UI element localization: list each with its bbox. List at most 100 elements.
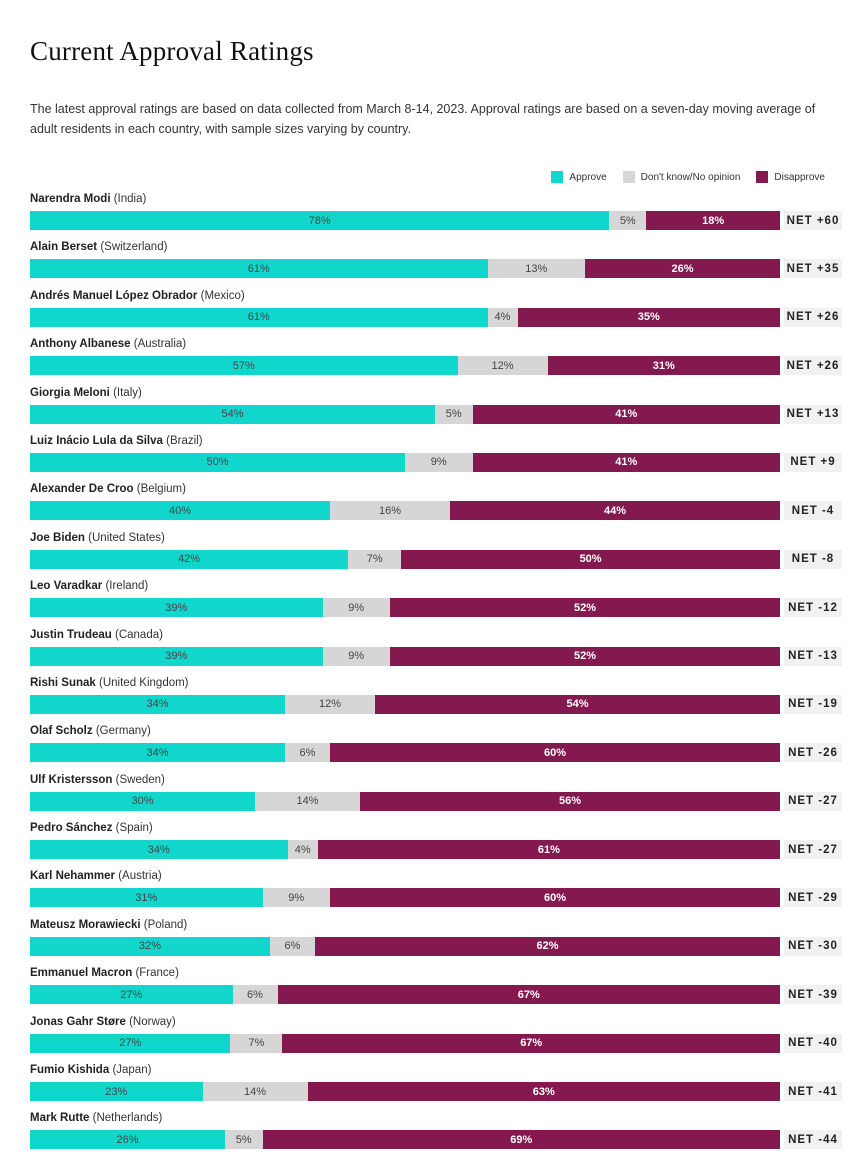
chart-rows: Narendra Modi (India) 78% 5% 18% NET +60 Alai… <box>0 191 863 1159</box>
disapprove-segment-label: 67% <box>517 988 540 1001</box>
leader-country: (Switzerland) <box>100 241 168 254</box>
stacked-bar: 34% 12% 54% <box>30 694 780 714</box>
row-label: Rishi Sunak (United Kingdom) <box>30 677 189 689</box>
row-label: Karl Nehammer (Austria) <box>30 870 162 882</box>
leader-name: Mateusz Morawiecki <box>30 918 141 931</box>
approve-segment-label: 27% <box>119 1037 142 1050</box>
leader-country: (Belgium) <box>136 483 186 496</box>
chart-title: Current Approval Ratings <box>30 36 314 66</box>
legend-label-approve: Approve <box>569 171 607 183</box>
disapprove-segment: 60% <box>330 743 780 763</box>
legend-item-disapprove: Disapprove <box>756 171 825 183</box>
leader-country: (Brazil) <box>166 434 203 447</box>
stacked-bar: 50% 9% 41% <box>30 452 780 472</box>
no-opinion-segment: 14% <box>255 791 360 811</box>
approve-segment-label: 34% <box>146 746 169 759</box>
stacked-bar: 78% 5% 18% <box>30 211 780 230</box>
net-badge: NET +26 <box>784 307 842 327</box>
disapprove-segment-label: 63% <box>532 1085 555 1098</box>
disapprove-segment-label: 41% <box>615 408 638 421</box>
leader-country: (Austria) <box>118 870 162 883</box>
net-badge: NET -26 <box>784 743 842 763</box>
leader-name: Anthony Albanese <box>30 338 131 351</box>
disapprove-segment: 69% <box>262 1130 780 1150</box>
leader-country: (Japan) <box>112 1064 152 1077</box>
approve-segment: 27% <box>30 985 233 1005</box>
net-badge: NET -4 <box>784 501 842 521</box>
disapprove-segment: 67% <box>277 985 780 1005</box>
disapprove-segment: 18% <box>646 211 780 230</box>
leader-country: (Norway) <box>129 1015 176 1028</box>
no-opinion-segment: 7% <box>348 549 402 569</box>
disapprove-segment: 60% <box>330 888 780 908</box>
chart-row: Karl Nehammer (Austria) 31% 9% 60% NET -29 <box>0 868 863 916</box>
disapprove-segment: 50% <box>401 549 780 569</box>
approve-segment-label: 34% <box>146 698 169 711</box>
leader-name: Fumio Kishida <box>30 1064 110 1077</box>
stacked-bar: 57% 12% 31% <box>30 356 780 376</box>
chart-row: Olaf Scholz (Germany) 34% 6% 60% NET -26 <box>0 723 863 771</box>
leader-country: (France) <box>135 967 179 980</box>
no-opinion-segment: 6% <box>270 936 315 956</box>
no-opinion-segment-label: 6% <box>247 988 263 1001</box>
disapprove-segment-label: 35% <box>637 311 660 324</box>
row-label: Narendra Modi (India) <box>30 193 146 205</box>
stacked-bar: 26% 5% 69% <box>30 1130 780 1150</box>
row-label: Luiz Inácio Lula da Silva (Brazil) <box>30 435 203 447</box>
disapprove-segment: 41% <box>472 452 780 472</box>
net-badge: NET -44 <box>784 1130 842 1150</box>
disapprove-segment: 35% <box>517 307 780 327</box>
leader-name: Alexander De Croo <box>30 483 134 496</box>
no-opinion-segment: 13% <box>487 259 585 279</box>
chart-row: Joe Biden (United States) 42% 7% 50% NET -8 <box>0 530 863 578</box>
chart-row: Emmanuel Macron (France) 27% 6% 67% NET -39 <box>0 965 863 1013</box>
stacked-bar: 42% 7% 50% <box>30 549 780 569</box>
leader-name: Emmanuel Macron <box>30 967 133 980</box>
disapprove-segment-label: 41% <box>615 456 638 469</box>
row-label: Giorgia Meloni (Italy) <box>30 387 142 399</box>
approve-segment-label: 39% <box>165 650 188 663</box>
leader-country: (India) <box>113 193 147 205</box>
net-badge: NET -8 <box>784 549 842 569</box>
row-label: Anthony Albanese (Australia) <box>30 338 186 350</box>
approve-segment: 34% <box>30 743 285 763</box>
no-opinion-segment-label: 16% <box>378 504 402 517</box>
disapprove-segment-label: 62% <box>536 940 559 953</box>
approve-segment: 26% <box>30 1130 225 1150</box>
row-label: Alexander De Croo (Belgium) <box>30 483 186 495</box>
chart-row: Mark Rutte (Netherlands) 26% 5% 69% NET -44 <box>0 1110 863 1158</box>
leader-country: (United States) <box>88 531 165 544</box>
no-opinion-segment: 5% <box>225 1130 263 1150</box>
net-badge: NET -27 <box>784 791 842 811</box>
approve-segment-label: 57% <box>232 359 255 372</box>
leader-name: Joe Biden <box>30 531 85 544</box>
no-opinion-segment-label: 14% <box>296 795 319 808</box>
approve-segment-label: 40% <box>168 504 192 517</box>
no-opinion-segment-label: 9% <box>430 456 447 469</box>
leader-country: (Spain) <box>115 822 153 835</box>
stacked-bar: 23% 14% 63% <box>30 1082 780 1102</box>
net-badge: NET -13 <box>784 646 842 666</box>
leader-name: Olaf Scholz <box>30 725 93 738</box>
chart-row: Alain Berset (Switzerland) 61% 13% 26% NET +… <box>0 239 863 287</box>
approve-segment-label: 50% <box>206 456 229 469</box>
leader-name: Mark Rutte <box>30 1112 90 1125</box>
row-label: Justin Trudeau (Canada) <box>30 629 163 641</box>
approve-segment-label: 27% <box>120 988 143 1001</box>
net-badge: NET -12 <box>784 598 842 618</box>
approve-segment-label: 26% <box>116 1133 139 1146</box>
disapprove-segment-label: 18% <box>702 214 725 227</box>
net-badge: NET -39 <box>784 985 842 1005</box>
approve-segment-label: 30% <box>131 795 154 808</box>
leader-country: (Sweden) <box>115 773 165 786</box>
no-opinion-segment-label: 4% <box>294 843 311 856</box>
approve-segment-label: 42% <box>178 553 201 566</box>
leader-name: Narendra Modi <box>30 193 111 205</box>
disapprove-segment-label: 60% <box>543 746 567 759</box>
stacked-bar: 61% 4% 35% <box>30 307 780 327</box>
row-label: Emmanuel Macron (France) <box>30 967 179 979</box>
stacked-bar: 30% 14% 56% <box>30 791 780 811</box>
no-opinion-segment: 5% <box>435 404 473 424</box>
leader-country: (Poland) <box>143 918 188 931</box>
row-label: Olaf Scholz (Germany) <box>30 725 151 737</box>
